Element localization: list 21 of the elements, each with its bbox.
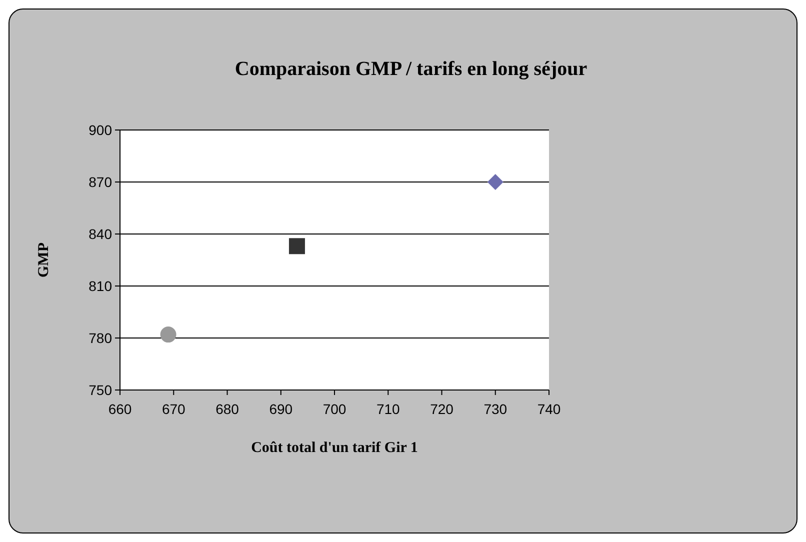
x-tick-label: 660: [108, 401, 132, 417]
y-tick-label: 750: [88, 382, 112, 398]
point: [288, 238, 305, 254]
y-tick-label: 870: [88, 174, 112, 190]
y-tick-label: 810: [88, 278, 112, 294]
chart-title: Comparaison GMP / tarifs en long séjour: [234, 58, 588, 80]
y-tick-label: 900: [88, 122, 112, 138]
x-tick-label: 700: [322, 401, 346, 417]
y-axis-title: GMP: [36, 242, 52, 278]
x-tick-label: 690: [269, 401, 293, 417]
x-tick-label: 670: [162, 401, 186, 417]
x-axis-title: Coût total d'un tarif Gir 1: [251, 440, 418, 456]
x-tick-label: 710: [376, 401, 400, 417]
x-tick-label: 680: [216, 401, 240, 417]
y-tick-label: 840: [88, 226, 112, 242]
point: [487, 174, 504, 190]
y-tick-label: 780: [88, 330, 112, 346]
point: [160, 326, 176, 343]
x-tick-label: 730: [484, 401, 508, 417]
x-tick-label: 720: [430, 401, 454, 417]
x-tick-label: 740: [537, 401, 561, 417]
